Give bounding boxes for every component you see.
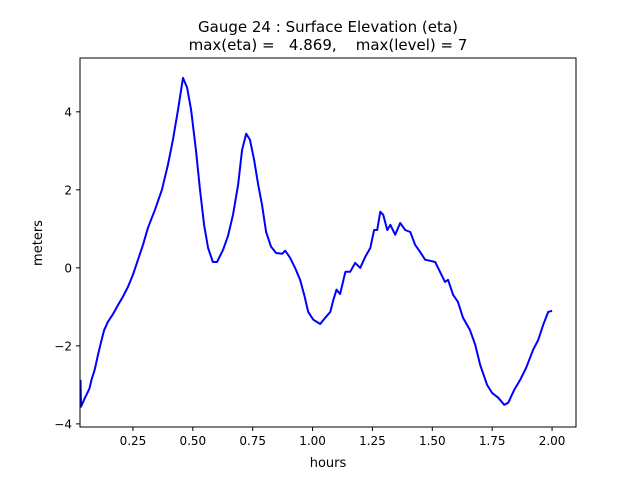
y-axis-label: meters — [31, 220, 46, 266]
x-tick-label: 1.75 — [479, 434, 506, 448]
x-tick-label: 0.25 — [120, 434, 147, 448]
chart-subtitle: max(eta) = 4.869, max(level) = 7 — [189, 36, 468, 54]
x-axis-label: hours — [310, 456, 347, 471]
chart-title: Gauge 24 : Surface Elevation (eta) — [198, 18, 458, 36]
y-tick-label: −2 — [54, 339, 72, 353]
x-axis-ticks: 0.25 0.50 0.75 1.00 1.25 1.50 1.75 2.00 — [120, 427, 566, 448]
x-tick-label: 0.50 — [179, 434, 206, 448]
x-tick-label: 2.00 — [539, 434, 566, 448]
x-tick-label: 1.00 — [299, 434, 326, 448]
x-tick-label: 0.75 — [239, 434, 266, 448]
y-axis-ticks: −4 −2 0 2 4 — [54, 105, 80, 431]
x-tick-label: 1.50 — [419, 434, 446, 448]
x-tick-label: 1.25 — [359, 434, 386, 448]
y-tick-label: 0 — [64, 261, 72, 275]
y-tick-label: 4 — [64, 105, 72, 119]
series-line-eta — [79, 76, 553, 408]
y-tick-label: −4 — [54, 417, 72, 431]
plot-frame — [79, 57, 577, 428]
y-tick-label: 2 — [64, 183, 72, 197]
